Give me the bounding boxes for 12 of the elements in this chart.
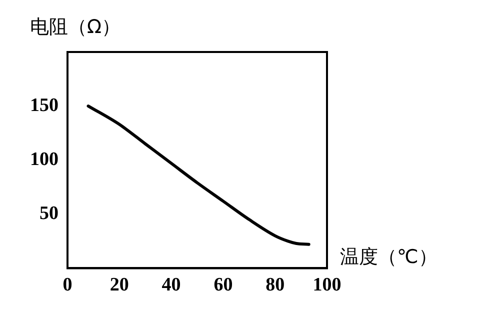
- line-series: [86, 104, 310, 246]
- x-tick-label: 40: [162, 274, 181, 296]
- x-tick-label: 80: [266, 274, 285, 296]
- x-tick-label: 20: [110, 274, 129, 296]
- x-tick-label: 60: [214, 274, 233, 296]
- y-tick-label: 100: [30, 149, 58, 170]
- y-axis-title: 电阻（Ω）: [30, 15, 121, 40]
- x-axis-title: 温度（℃）: [340, 245, 438, 270]
- x-tick-label: 0: [62, 274, 72, 296]
- x-tick-label: 100: [312, 274, 342, 296]
- y-tick-label: 150: [30, 94, 58, 116]
- y-tick-label: 50: [40, 203, 58, 224]
